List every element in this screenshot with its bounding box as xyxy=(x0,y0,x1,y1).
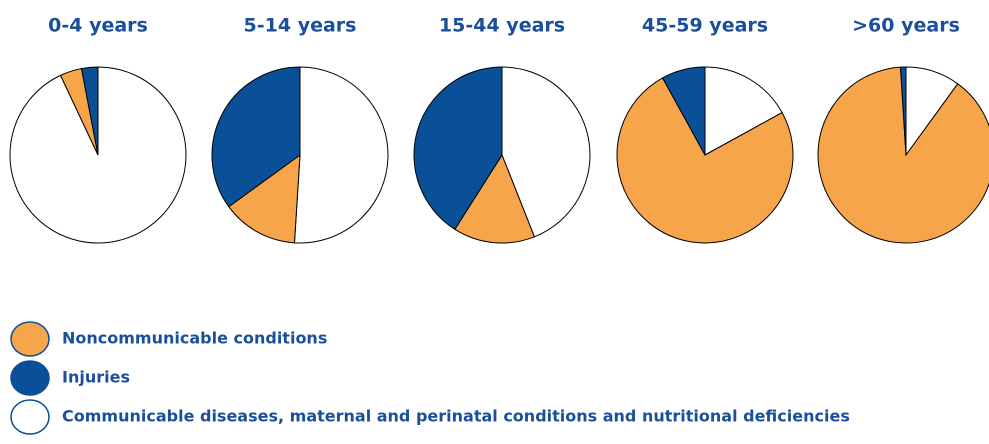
legend-swatch xyxy=(10,321,50,357)
pie-title: 45-59 years xyxy=(642,15,768,37)
pie-slice xyxy=(9,66,187,244)
legend-swatch xyxy=(10,399,50,435)
legend-label: Injuries xyxy=(62,368,130,387)
pie-title: 5-14 years xyxy=(244,15,357,37)
pie-title: >60 years xyxy=(852,15,960,37)
pie-slice xyxy=(501,66,591,238)
pie-slice xyxy=(211,66,301,208)
pie-title: 0-4 years xyxy=(48,15,148,37)
pie-slice xyxy=(413,66,503,230)
pie-slice xyxy=(899,66,907,156)
pie-slice xyxy=(228,153,301,244)
pie-slice xyxy=(80,66,99,156)
pie-slice xyxy=(454,153,536,244)
legend-label: Communicable diseases, maternal and peri… xyxy=(62,407,850,426)
pie-slice xyxy=(661,66,706,156)
legend-label: Noncommunicable conditions xyxy=(62,329,327,348)
pie-slice xyxy=(293,66,389,244)
pie-slice xyxy=(616,77,794,244)
legend-swatch xyxy=(10,360,50,396)
pie-title: 15-44 years xyxy=(439,15,565,37)
pie-slice xyxy=(704,66,783,156)
pie-slice xyxy=(817,66,989,244)
